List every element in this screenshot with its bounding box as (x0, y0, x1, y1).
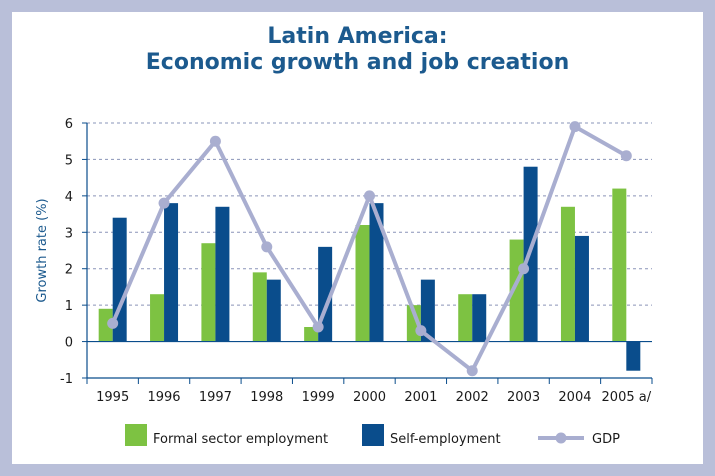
y-tick-label: 5 (65, 153, 73, 168)
x-tick-label: 1995 (96, 390, 129, 405)
bar-self-1997 (215, 206, 230, 342)
y-tick-label: 2 (65, 263, 73, 278)
gdp-point-1999 (312, 321, 324, 333)
bar-self-1998 (266, 279, 281, 342)
gdp-point-2000 (364, 190, 375, 202)
y-tick-label: -1 (60, 372, 73, 387)
legend-label-gdp: GDP (592, 432, 620, 447)
bar-formal-2002 (458, 294, 473, 342)
gdp-point-1997 (209, 135, 221, 147)
legend-label-formal: Formal sector employment (153, 432, 328, 447)
x-tick-label: 1998 (250, 390, 283, 405)
bar-formal-2000 (355, 225, 370, 342)
y-tick-label: 4 (65, 190, 73, 205)
gdp-point-2004 (569, 121, 581, 133)
x-tick-label: 1997 (199, 390, 232, 405)
x-tick-label: 2005 a/ (602, 390, 652, 405)
x-tick-label: 2003 (507, 390, 540, 405)
legend-swatch-gdp-marker (555, 432, 567, 444)
bar-formal-1996 (150, 294, 165, 342)
chart-subtitle: Economic growth and job creation (145, 50, 570, 75)
legend-label-self: Self-employment (390, 432, 501, 447)
bar-formal-1998 (252, 272, 267, 342)
bar-formal-1995 (98, 308, 113, 342)
bar-self-2004 (574, 235, 589, 342)
gdp-point-1998 (261, 241, 273, 253)
bar-formal-2005a (612, 188, 627, 342)
y-tick-label: 0 (65, 336, 73, 351)
bar-formal-1997 (201, 243, 216, 342)
x-tick-label: 2004 (558, 390, 591, 405)
y-axis-label: Growth rate (%) (35, 198, 50, 302)
gdp-point-1995 (107, 317, 119, 329)
x-tick-label: 2002 (456, 390, 489, 405)
legend-swatch-formal (125, 424, 147, 446)
gdp-point-2003 (518, 263, 530, 275)
bar-self-1996 (164, 203, 179, 342)
x-tick-label: 1996 (147, 390, 180, 405)
gdp-point-1996 (158, 197, 170, 209)
y-tick-label: 6 (65, 117, 73, 132)
x-tick-label: 2001 (404, 390, 437, 405)
bar-self-2000 (369, 203, 384, 342)
legend-swatch-self (362, 424, 384, 446)
y-tick-label: 3 (65, 226, 73, 241)
bar-self-2002 (472, 294, 487, 342)
gdp-point-2001 (415, 325, 427, 337)
gdp-point-2002 (466, 365, 478, 377)
bar-self-2001 (420, 279, 435, 342)
bar-formal-2004 (560, 206, 575, 342)
x-tick-label: 2000 (353, 390, 386, 405)
y-tick-label: 1 (65, 299, 73, 314)
legend: Formal sector employment Self-employment G… (125, 424, 620, 447)
chart-title: Latin America: (267, 24, 448, 49)
chart-title-block: Latin America: Economic growth and job c… (0, 24, 715, 76)
x-tick-label: 1999 (302, 390, 335, 405)
gdp-point-2005a (620, 150, 632, 162)
bar-self-2005a (626, 341, 641, 371)
